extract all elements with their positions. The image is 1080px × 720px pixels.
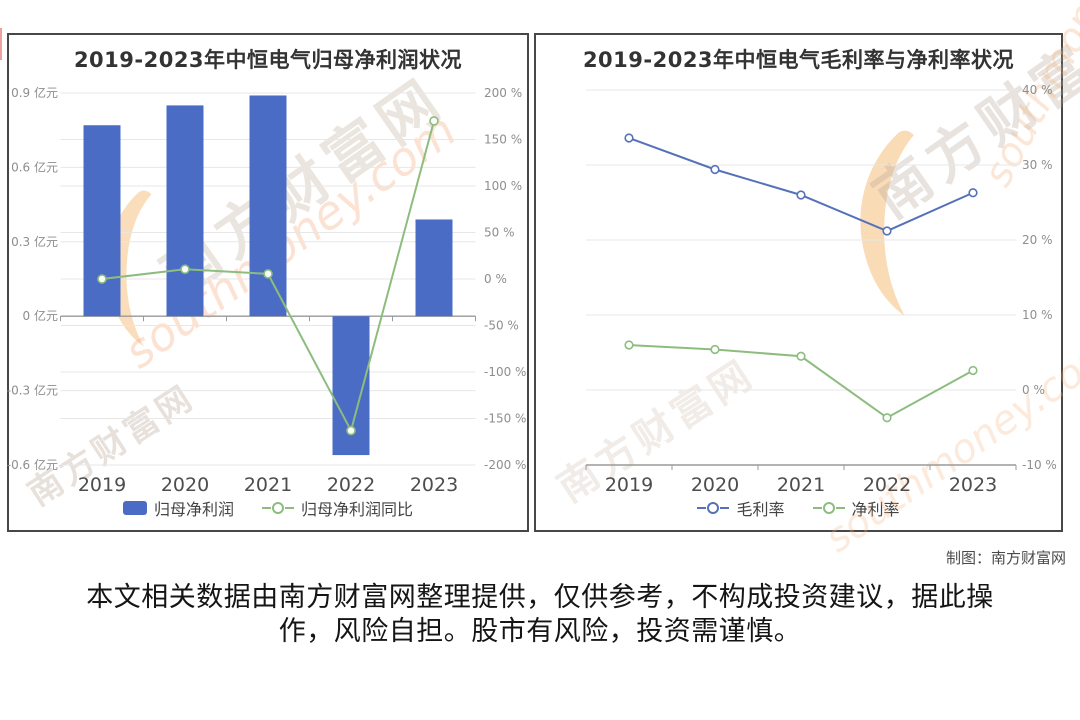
chart-panel-net-profit: 2019-2023年中恒电气归母净利润状况 归母净利润 归母净利润同比 — [7, 33, 529, 532]
bar-swatch-icon — [122, 501, 147, 515]
legend-item-net-margin: 净利率 — [812, 496, 900, 520]
chart-title-net-profit: 2019-2023年中恒电气归母净利润状况 — [73, 48, 463, 72]
legend-item-yoy: 归母净利润同比 — [262, 496, 413, 520]
legend-label: 归母净利润同比 — [301, 500, 414, 519]
legend-net-profit: 归母净利润 归母净利润同比 — [9, 496, 527, 520]
chart-title-margins: 2019-2023年中恒电气毛利率与净利率状况 — [582, 48, 1015, 72]
legend-item-net-profit: 归母净利润 — [122, 496, 234, 520]
legend-item-gross-margin: 毛利率 — [697, 496, 785, 520]
line-marker-icon — [697, 502, 730, 514]
line-marker-icon — [812, 502, 845, 514]
red-edge-mark — [0, 28, 2, 60]
chart-panel-margins: 2019-2023年中恒电气毛利率与净利率状况 毛利率 净利率 — [534, 33, 1063, 532]
legend-label: 净利率 — [851, 500, 900, 519]
disclaimer: 本文相关数据由南方财富网整理提供，仅供参考，不构成投资建议，据此操 作，风险自担… — [0, 581, 1080, 649]
line-marker-icon — [262, 502, 294, 514]
credit-line: 制图：南方财富网 — [945, 549, 1066, 567]
disclaimer-line-2: 作，风险自担。股市有风险，投资需谨慎。 — [278, 616, 802, 647]
legend-label: 归母净利润 — [153, 500, 234, 519]
disclaimer-line-1: 本文相关数据由南方财富网整理提供，仅供参考，不构成投资建议，据此操 — [86, 582, 994, 613]
legend-label: 毛利率 — [736, 500, 785, 519]
legend-margins: 毛利率 净利率 — [536, 496, 1061, 520]
